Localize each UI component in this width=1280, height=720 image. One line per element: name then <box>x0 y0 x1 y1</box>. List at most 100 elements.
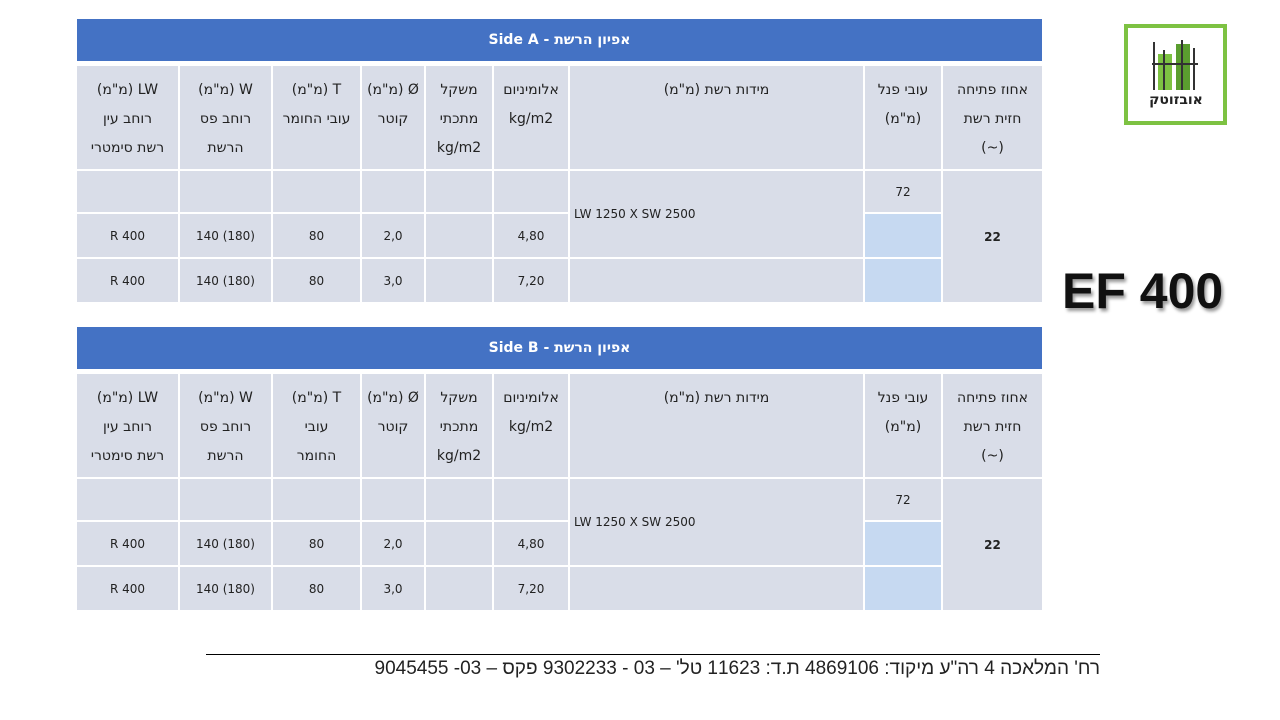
data-cell: 140 (180) <box>179 258 272 303</box>
data-cell: 80 <box>272 213 361 258</box>
data-cell: 4,80 <box>493 521 569 566</box>
header-line: Ø (מ"מ) <box>367 390 419 406</box>
product-name: EF 400 <box>1062 263 1224 319</box>
header-line: מידות רשת (מ"מ) <box>663 82 770 98</box>
data-cell: R 400 <box>76 521 179 566</box>
header-line: החומר <box>296 448 337 464</box>
data-cell: 80 <box>272 258 361 303</box>
header-line: רוחב עין <box>102 419 153 435</box>
column-header: T (מ"מ) עובי החומר <box>272 373 361 478</box>
column-header: T (מ"מ) עובי החומר <box>272 65 361 170</box>
header-line: משקל <box>440 390 478 406</box>
data-cell: 140 (180) <box>179 521 272 566</box>
panel-cell-empty <box>864 521 942 566</box>
header-line: עובי <box>304 419 329 435</box>
header-line: מידות רשת (מ"מ) <box>663 390 770 406</box>
header-line: kg/m2 <box>436 140 482 156</box>
header-line: עובי החומר <box>282 111 351 127</box>
header-line: (~) <box>981 448 1004 464</box>
column-header: מידות רשת (מ"מ) <box>569 373 864 478</box>
header-line: משקל <box>440 82 478 98</box>
data-cell: 140 (180) <box>179 213 272 258</box>
column-header: אחוז פתיחה חזית רשת (~) <box>942 65 1043 170</box>
column-header: W (מ"מ) רוחב פס הרשת <box>179 65 272 170</box>
empty-cell <box>179 170 272 213</box>
data-cell: 80 <box>272 566 361 611</box>
header-line: רוחב עין <box>102 111 153 127</box>
data-cell: 7,20 <box>493 258 569 303</box>
header-line: אלומיניום <box>503 82 559 98</box>
column-header: אלומיניום kg/m2 <box>493 65 569 170</box>
empty-cell <box>76 478 179 521</box>
logo-lines <box>1152 40 1198 90</box>
panel-cell: 72 <box>864 478 942 521</box>
header-line: kg/m2 <box>436 448 482 464</box>
header-line: רוחב פס <box>199 111 252 127</box>
data-cell: R 400 <box>76 566 179 611</box>
empty-cell <box>569 258 864 303</box>
header-line: מתכתי <box>439 419 479 435</box>
footer: רח' המלאכה 4 רה"ע מיקוד: 4869106 ת.ד: 11… <box>374 658 1101 679</box>
empty-cell <box>361 478 425 521</box>
empty-cell <box>272 478 361 521</box>
empty-cell <box>76 170 179 213</box>
data-cell: R 400 <box>76 213 179 258</box>
column-header: משקל מתכתי kg/m2 <box>425 65 493 170</box>
header-line: רוחב פס <box>199 419 252 435</box>
data-cell: 3,0 <box>361 566 425 611</box>
header-line: LW (מ"מ) <box>96 390 159 406</box>
data-cell: 2,0 <box>361 521 425 566</box>
empty-cell <box>493 478 569 521</box>
header-line: T (מ"מ) <box>291 390 342 406</box>
header-line: חזית רשת <box>963 419 1022 435</box>
header-line: (~) <box>981 140 1004 156</box>
column-header: אחוז פתיחה חזית רשת (~) <box>942 373 1043 478</box>
header-line: הרשת <box>207 448 244 464</box>
empty-cell <box>361 170 425 213</box>
column-header: מידות רשת (מ"מ) <box>569 65 864 170</box>
header-line: רשת סימטרי <box>90 140 165 156</box>
header-line: Ø (מ"מ) <box>367 82 419 98</box>
data-cell: 4,80 <box>493 213 569 258</box>
column-header: LW (מ"מ) רוחב עין רשת סימטרי <box>76 65 179 170</box>
header-line: עובי פנל <box>877 82 929 98</box>
header-line: W (מ"מ) <box>198 82 253 98</box>
empty-cell <box>272 170 361 213</box>
empty-cell <box>425 521 493 566</box>
header-line: W (מ"מ) <box>198 390 253 406</box>
empty-cell <box>569 566 864 611</box>
logo: אובזוטק <box>1124 24 1227 125</box>
column-header: W (מ"מ) רוחב פס הרשת <box>179 373 272 478</box>
mesh-size-cell: LW 1250 X SW 2500 <box>569 478 864 566</box>
header-line: חזית רשת <box>963 111 1022 127</box>
empty-cell <box>425 478 493 521</box>
empty-cell <box>425 258 493 303</box>
header-line: T (מ"מ) <box>291 82 342 98</box>
column-header: משקל מתכתי kg/m2 <box>425 373 493 478</box>
footer-rule <box>206 654 1100 655</box>
data-cell: 80 <box>272 521 361 566</box>
table-title: אפיון הרשת - Side B <box>76 326 1043 370</box>
header-line: (מ"מ) <box>884 419 922 435</box>
column-header: עובי פנל (מ"מ) <box>864 65 942 170</box>
logo-text: אובזוטק <box>1149 92 1203 108</box>
header-line: רשת סימטרי <box>90 448 165 464</box>
header-line: (מ"מ) <box>884 111 922 127</box>
data-cell: R 400 <box>76 258 179 303</box>
panel-cell-empty <box>864 213 942 258</box>
header-line: אחוז פתיחה <box>957 82 1028 98</box>
header-line: אחוז פתיחה <box>957 390 1028 406</box>
empty-cell <box>179 478 272 521</box>
header-line: kg/m2 <box>508 111 554 127</box>
header-line: הרשת <box>207 140 244 156</box>
column-header: Ø (מ"מ) קוטר <box>361 65 425 170</box>
opening-cell: 22 <box>942 478 1043 611</box>
empty-cell <box>493 170 569 213</box>
header-line: אלומיניום <box>503 390 559 406</box>
mesh-size-cell: LW 1250 X SW 2500 <box>569 170 864 258</box>
data-cell: 7,20 <box>493 566 569 611</box>
column-header: LW (מ"מ) רוחב עין רשת סימטרי <box>76 373 179 478</box>
data-cell: 3,0 <box>361 258 425 303</box>
header-line: קוטר <box>377 419 409 435</box>
